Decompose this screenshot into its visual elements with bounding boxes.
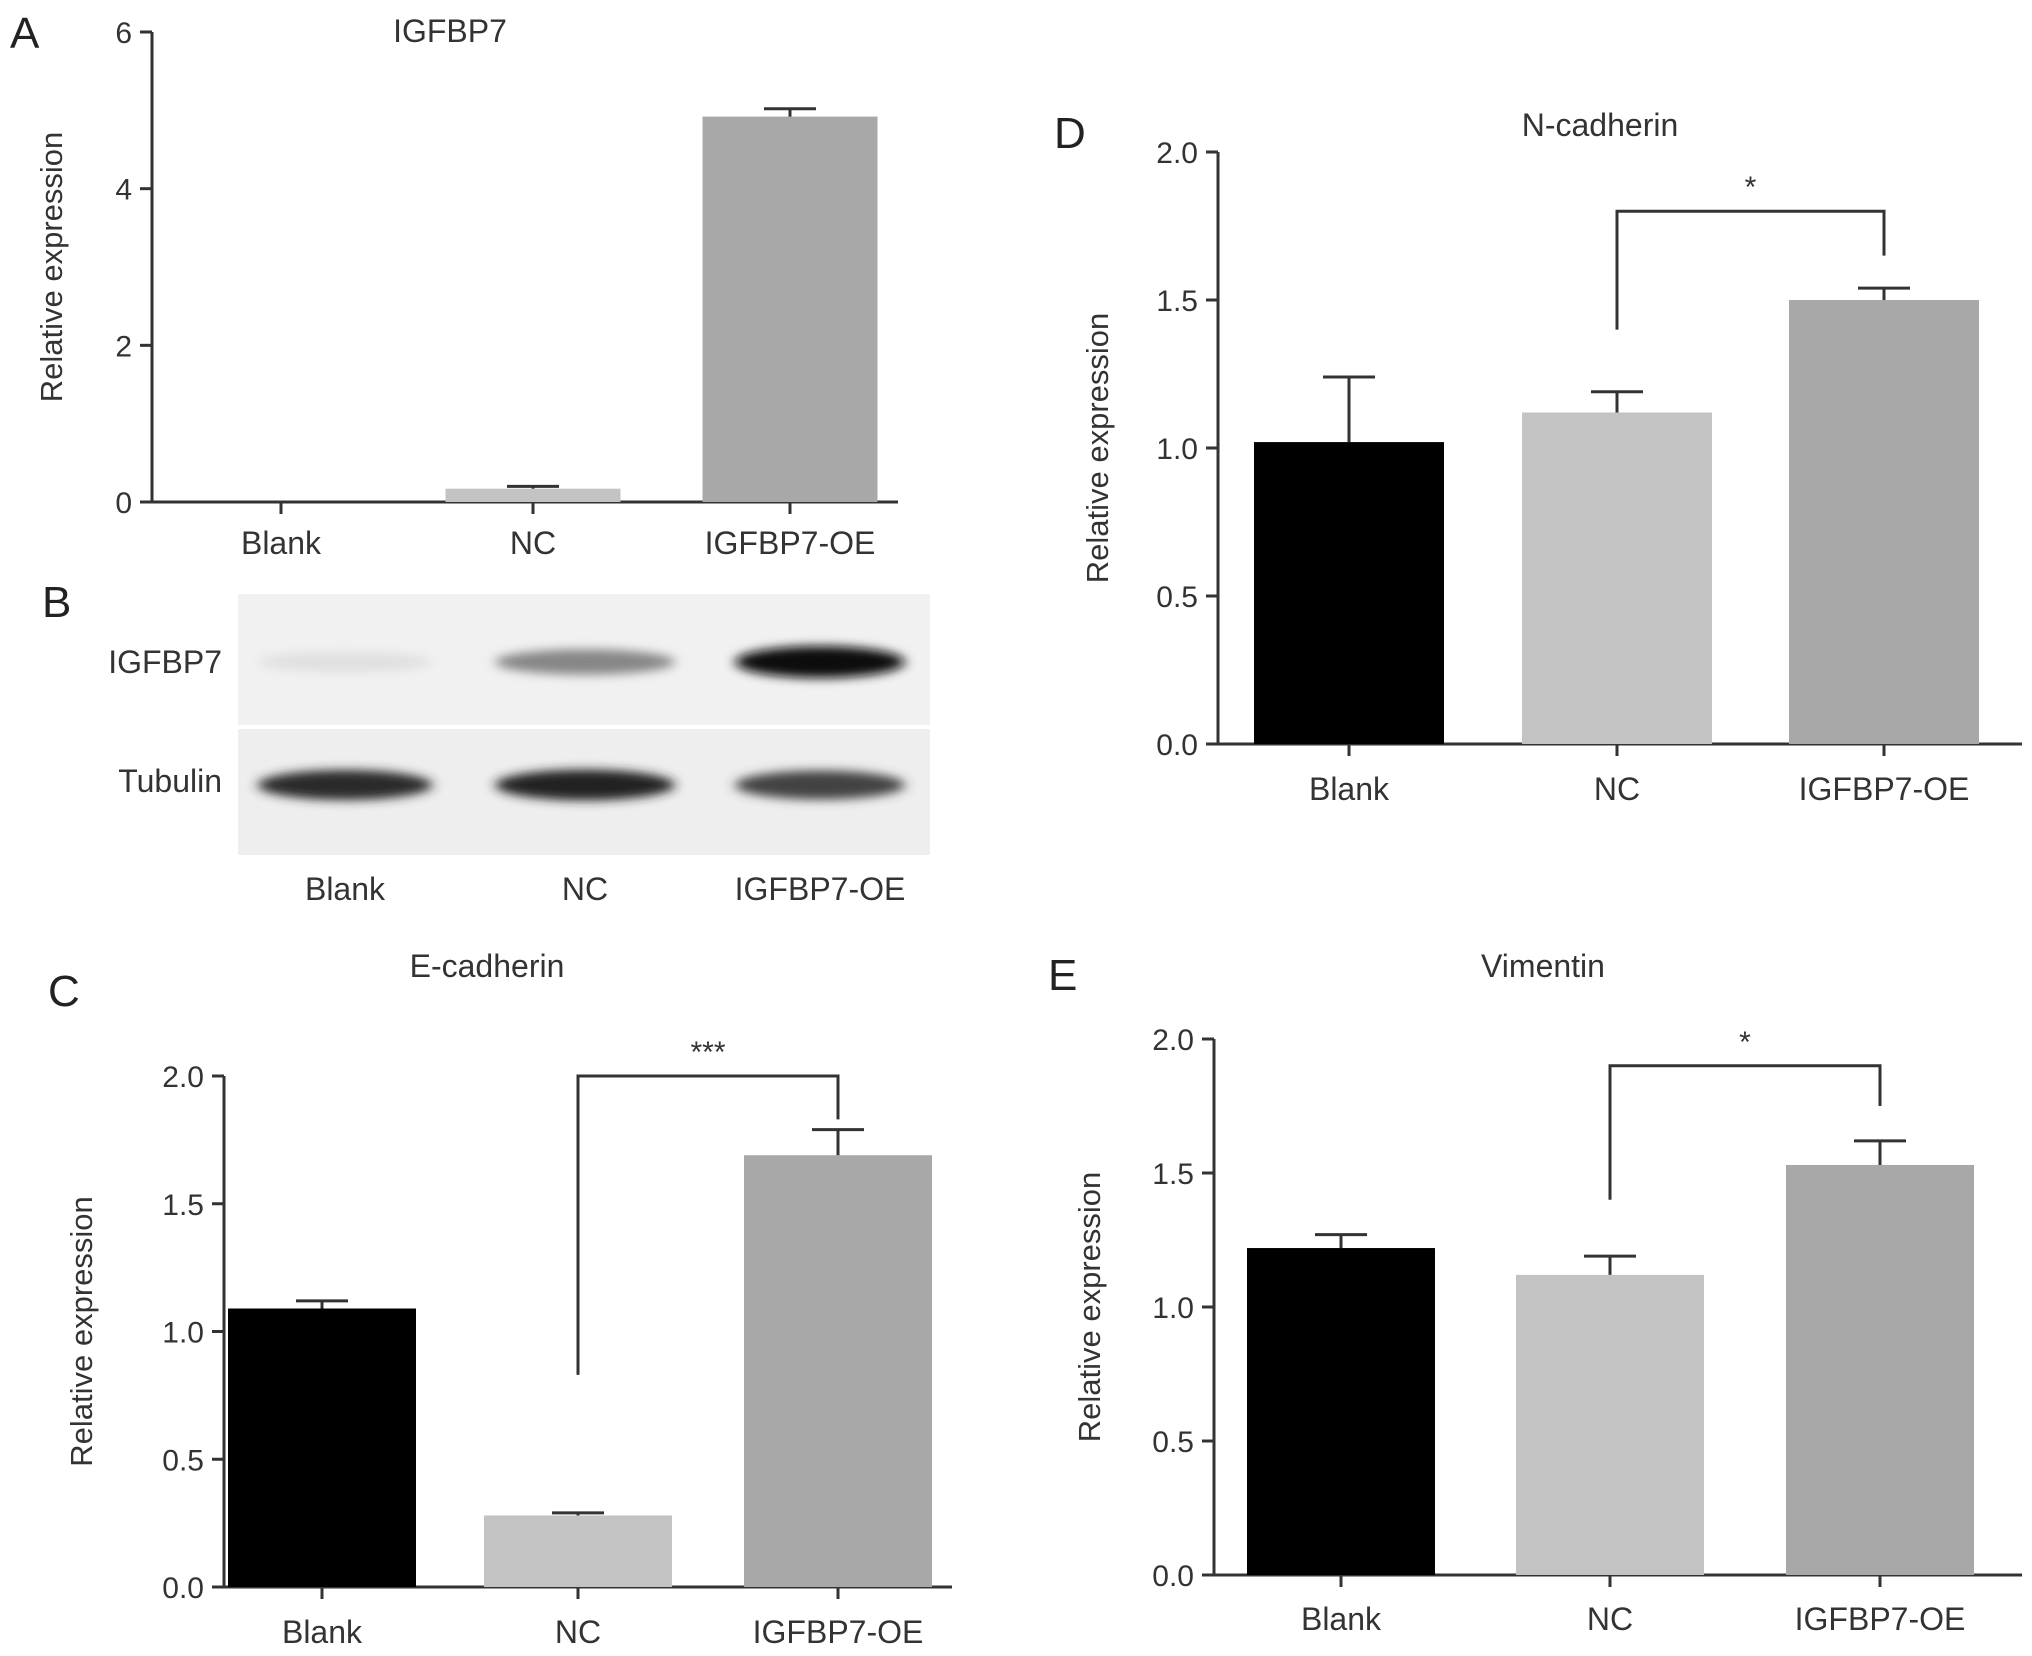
x-category-label: Blank (241, 525, 322, 561)
significance-label: * (1745, 171, 1757, 204)
bar-nc (445, 488, 621, 502)
x-category-label: NC (510, 525, 556, 561)
blot-row-label-igfbp7: IGFBP7 (108, 644, 222, 680)
bar-igfbp7-oe (1786, 1164, 1974, 1575)
bar-igfbp7-oe (744, 1155, 932, 1587)
bar-blank (1254, 442, 1444, 744)
y-tick-label: 1.5 (1156, 285, 1198, 318)
chart-n-cadherin: N-cadherin Relative expression 0.0 0.5 1.0 1.… (1080, 107, 2022, 807)
y-axis-label: Relative expression (1080, 313, 1115, 584)
significance-label: * (1739, 1026, 1751, 1059)
x-category-label: Blank (282, 1614, 363, 1650)
y-tick-label: 2 (115, 330, 132, 363)
significance-bracket (1615, 209, 1886, 330)
chart-title: Vimentin (1481, 948, 1605, 984)
blot-band-tubulin-igfbp7-oe (735, 770, 905, 800)
panel-letter-e: E (1048, 951, 1077, 1000)
chart-vimentin: Vimentin Relative expression 0.0 0.5 1.0 1.5 2… (1072, 948, 2022, 1637)
y-axis-label: Relative expression (64, 1196, 99, 1467)
bar-igfbp7-oe (702, 116, 878, 502)
y-tick-label: 4 (115, 174, 132, 207)
blot-band-tubulin-blank (257, 769, 433, 801)
y-tick-label: 1.0 (1152, 1292, 1194, 1325)
y-tick-label: 1.5 (162, 1189, 204, 1222)
blot-band-igfbp7-blank (257, 651, 433, 673)
y-tick-label: 0.0 (162, 1572, 204, 1605)
x-category-label: NC (1594, 771, 1640, 807)
y-axis-label: Relative expression (1072, 1172, 1107, 1443)
x-category-label: IGFBP7-OE (705, 525, 876, 561)
y-tick-label: 0.5 (1156, 581, 1198, 614)
bar-igfbp7-oe (1789, 300, 1979, 744)
bar-blank (228, 1308, 416, 1587)
y-tick-label: 0.0 (1156, 729, 1198, 762)
panel-letter-b: B (42, 578, 71, 627)
x-category-label: NC (1587, 1601, 1633, 1637)
chart-title: E-cadherin (410, 948, 565, 984)
significance-label: *** (690, 1036, 725, 1069)
x-category-label: IGFBP7-OE (1795, 1601, 1966, 1637)
x-category-label: IGFBP7-OE (753, 1614, 924, 1650)
y-tick-label: 2.0 (1152, 1024, 1194, 1057)
blot-band-tubulin-nc (495, 769, 675, 801)
chart-title: N-cadherin (1522, 107, 1679, 143)
significance-bracket (1608, 1064, 1882, 1200)
y-tick-label: 0.5 (1152, 1426, 1194, 1459)
significance-bracket (576, 1074, 840, 1375)
western-blot: IGFBP7 Tubulin Blank NC IGFBP7-OE (108, 594, 930, 907)
y-tick-label: 1.0 (162, 1317, 204, 1350)
x-category-label: Blank (1309, 771, 1390, 807)
bar-nc (484, 1515, 672, 1587)
chart-e-cadherin: E-cadherin Relative expression 0.0 0.5 1.0 1.… (64, 948, 952, 1650)
bar-nc (1516, 1274, 1704, 1575)
blot-lane-label-igfbp7-oe: IGFBP7-OE (735, 871, 906, 907)
panel-letter-d: D (1054, 109, 1086, 158)
y-tick-label: 0.5 (162, 1444, 204, 1477)
blot-lane-label-blank: Blank (305, 871, 386, 907)
y-tick-label: 0 (115, 487, 132, 520)
x-category-label: NC (555, 1614, 601, 1650)
x-category-label: Blank (1301, 1601, 1382, 1637)
y-tick-label: 2.0 (1156, 137, 1198, 170)
bar-nc (1522, 412, 1712, 744)
panel-letter-c: C (48, 967, 80, 1016)
y-tick-label: 1.5 (1152, 1158, 1194, 1191)
y-tick-label: 0.0 (1152, 1560, 1194, 1593)
chart-igfbp7: IGFBP7 Relative expression 0 2 4 6 Blank NC IGFB… (34, 13, 898, 561)
y-axis-label: Relative expression (34, 132, 69, 403)
chart-title: IGFBP7 (393, 13, 507, 49)
y-tick-label: 6 (115, 17, 132, 50)
blot-row-label-tubulin: Tubulin (118, 763, 222, 799)
y-tick-label: 1.0 (1156, 433, 1198, 466)
blot-band-igfbp7-igfbp7-oe (735, 646, 905, 678)
x-category-label: IGFBP7-OE (1799, 771, 1970, 807)
y-tick-label: 2.0 (162, 1061, 204, 1094)
bar-blank (1247, 1248, 1435, 1575)
blot-band-igfbp7-nc (495, 649, 675, 675)
panel-letter-a: A (10, 9, 40, 58)
blot-lane-label-nc: NC (562, 871, 608, 907)
